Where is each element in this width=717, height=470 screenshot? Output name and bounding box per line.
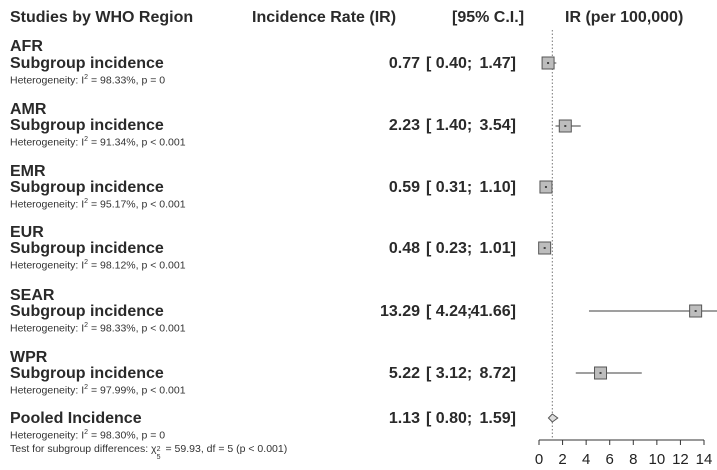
ci-value: [ 0.23; 1.01] (426, 240, 516, 257)
header-studies: Studies by WHO Region (10, 9, 194, 26)
heterogeneity-text: Heterogeneity: I2 = 98.33%, p = 0 (10, 74, 166, 87)
ir-value: 0.77 (388, 55, 420, 72)
estimate-point (547, 62, 550, 64)
region-label: AFR (10, 38, 43, 55)
pooled-heterogeneity-text: Heterogeneity: I2 = 98.30%, p = 0 (10, 429, 166, 442)
subgroup-label: Subgroup incidence (10, 365, 164, 382)
subgroup-label: Subgroup incidence (10, 303, 164, 320)
subgroup-label: Subgroup incidence (10, 117, 164, 134)
heterogeneity-text: Heterogeneity: I2 = 98.33%, p < 0.001 (10, 322, 186, 335)
heterogeneity-text: Heterogeneity: I2 = 91.34%, p < 0.001 (10, 136, 186, 149)
region-label: AMR (10, 101, 47, 118)
x-tick-label: 12 (672, 451, 689, 468)
heterogeneity-text: Heterogeneity: I2 = 95.17%, p < 0.001 (10, 198, 186, 211)
header-incidence-rate: Incidence Rate (IR) (252, 9, 397, 26)
ci-value: [ 3.12; 8.72] (426, 365, 516, 382)
x-tick-label: 4 (582, 451, 590, 468)
header-ci: [95% C.I.] (452, 9, 525, 26)
ci-value: [ 0.40; 1.47] (426, 55, 516, 72)
estimate-point (599, 372, 602, 374)
pooled-diamond (547, 413, 559, 423)
pooled-ir-value: 1.13 (388, 410, 420, 427)
heterogeneity-text: Heterogeneity: I2 = 97.99%, p < 0.001 (10, 384, 186, 397)
heterogeneity-text: Heterogeneity: I2 = 98.12%, p < 0.001 (10, 259, 186, 272)
ci-value: [ 1.40; 3.54] (426, 117, 516, 134)
x-tick-label: 2 (558, 451, 566, 468)
region-label: EUR (10, 224, 44, 241)
ci-value: [ 4.24;41.66] (426, 303, 516, 320)
ci-value: [ 0.31; 1.10] (426, 179, 516, 196)
x-tick-label: 0 (535, 451, 543, 468)
pooled-label: Pooled Incidence (10, 410, 142, 427)
estimate-point (543, 247, 546, 249)
estimate-point (694, 310, 697, 312)
x-tick-label: 14 (696, 451, 713, 468)
estimate-point (564, 125, 567, 127)
ir-value: 2.23 (388, 117, 420, 134)
pooled-ci-value: [ 0.80; 1.59] (426, 410, 516, 427)
ir-value: 13.29 (379, 303, 420, 320)
subgroup-label: Subgroup incidence (10, 240, 164, 257)
region-label: WPR (10, 349, 48, 366)
x-tick-label: 6 (606, 451, 614, 468)
x-tick-label: 8 (629, 451, 637, 468)
region-label: EMR (10, 163, 46, 180)
ir-value: 0.48 (388, 240, 420, 257)
estimate-point (544, 186, 547, 188)
ir-value: 0.59 (388, 179, 420, 196)
ir-value: 5.22 (388, 365, 420, 382)
subgroup-label: Subgroup incidence (10, 179, 164, 196)
x-tick-label: 10 (649, 451, 666, 468)
header-axis-title: IR (per 100,000) (565, 9, 684, 26)
region-label: SEAR (10, 287, 55, 304)
subgroup-label: Subgroup incidence (10, 55, 164, 72)
